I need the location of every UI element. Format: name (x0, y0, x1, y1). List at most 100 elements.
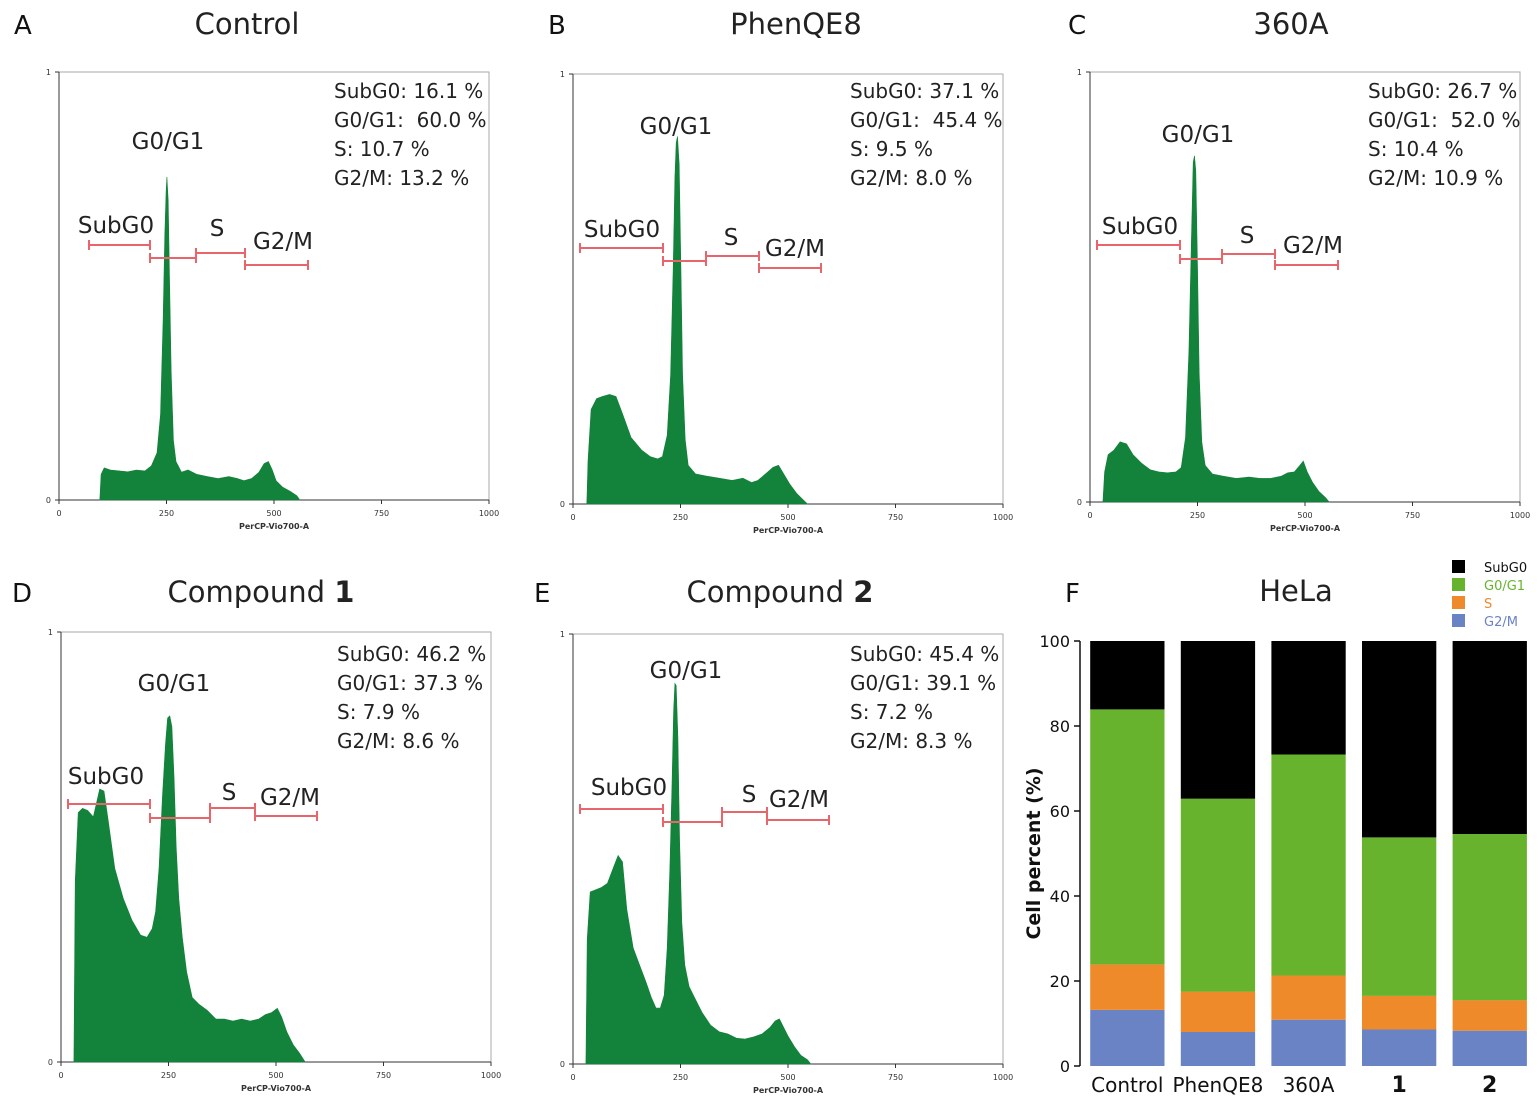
x-tick-label: 250 (161, 1071, 176, 1080)
x-tick-label: 1000 (481, 1071, 501, 1080)
gate-label-subg0: SubG0 (584, 217, 660, 243)
bar-segment-subg0 (1362, 641, 1437, 838)
stat-line: G0/G1: 52.0 % (1368, 108, 1521, 132)
stat-line: SubG0: 26.7 % (1368, 79, 1517, 103)
x-tick-label: 0 (1087, 511, 1092, 520)
bar-segment-g0g1 (1180, 798, 1256, 992)
x-tick-label: 0 (570, 513, 575, 522)
x-tick-label: 1000 (993, 513, 1013, 522)
x-tick-label: 1000 (993, 1073, 1013, 1082)
stat-line: SubG0: 46.2 % (337, 642, 486, 666)
y-tick-label: 1 (48, 628, 53, 637)
panel-title: Compound 1 (168, 575, 355, 609)
flow-panel-b: B PhenQE8 1 00 250 500 750 1000 PerCP-Vio700-A G0… (548, 7, 1013, 535)
x-tick-label: 500 (1297, 511, 1312, 520)
y-tick-label: 1 (560, 70, 565, 79)
dna-content-histogram (586, 136, 809, 505)
plot-frame (572, 73, 1004, 505)
bar-category-label: Control (1091, 1073, 1163, 1097)
bar-segment-s (1090, 964, 1165, 1010)
y-tick-label: 0 (560, 1060, 565, 1069)
stat-line: G2/M: 10.9 % (1368, 166, 1503, 190)
x-axis-label: PerCP-Vio700-A (239, 522, 310, 531)
legend-swatch (1452, 578, 1465, 591)
gate-label-s: S (742, 782, 757, 808)
panel-letter: E (534, 579, 550, 609)
gate-label-s: S (1240, 223, 1255, 249)
bar-y-tick-label: 40 (1050, 887, 1070, 906)
flow-panel-e: E Compound 2 1 00 250 500 750 1000 PerCP-Vio700-… (534, 575, 1013, 1095)
bar-category-label: PhenQE8 (1172, 1073, 1263, 1097)
bar-y-tick-label: 0 (1060, 1057, 1070, 1076)
gate-label-g2m: G2/M (1283, 233, 1343, 259)
x-axis-label: PerCP-Vio700-A (241, 1084, 312, 1093)
panel-letter: C (1068, 11, 1086, 41)
bar-segment-g2m (1362, 1029, 1437, 1066)
gate-label-g0g1: G0/G1 (650, 658, 723, 684)
bar-segment-g0g1 (1362, 837, 1437, 996)
dna-content-histogram (585, 682, 812, 1065)
x-tick-label: 0 (58, 1071, 63, 1080)
panel-title: HeLa (1259, 574, 1333, 608)
stat-line: S: 7.2 % (850, 700, 933, 724)
gate-label-subg0: SubG0 (591, 775, 667, 801)
bar-segment-s (1180, 991, 1256, 1032)
bar-y-tick-label: 60 (1050, 802, 1070, 821)
dna-content-histogram (73, 715, 306, 1063)
panel-title-text: Control (195, 7, 300, 41)
gate-label-s: S (724, 225, 739, 251)
bar-segment-subg0 (1090, 641, 1165, 710)
bar-y-tick-label: 20 (1050, 972, 1070, 991)
bar-segment-g0g1 (1271, 754, 1346, 976)
panel-title-number: 1 (334, 575, 354, 609)
bar-y-axis-label: Cell percent (%) (1023, 767, 1045, 939)
gate-label-g0g1: G0/G1 (1162, 122, 1235, 148)
x-tick-label: 0 (56, 509, 61, 518)
legend-swatch (1452, 596, 1465, 609)
legend-swatch (1452, 614, 1465, 627)
panel-letter: D (12, 579, 32, 609)
y-tick-label: 1 (560, 630, 565, 639)
bar-category-label: 1 (1391, 1073, 1406, 1098)
gate-label-g2m: G2/M (769, 787, 829, 813)
panel-title: PhenQE8 (730, 7, 862, 41)
bar-category-label: 2 (1482, 1073, 1497, 1098)
stat-line: G0/G1: 39.1 % (850, 671, 996, 695)
legend-entry: G2/M (1484, 615, 1518, 630)
legend-entry: S (1484, 597, 1492, 612)
bar-segment-g0g1 (1090, 709, 1165, 965)
x-tick-label: 250 (1190, 511, 1205, 520)
stat-line: S: 7.9 % (337, 700, 420, 724)
y-tick-label: 1 (46, 68, 51, 77)
x-tick-label: 750 (1405, 511, 1420, 520)
panel-title-text: 360A (1253, 7, 1328, 41)
x-tick-label: 750 (374, 509, 389, 518)
gate-label-g0g1: G0/G1 (138, 671, 211, 697)
x-tick-label: 500 (780, 513, 795, 522)
gate-label-g2m: G2/M (260, 785, 320, 811)
flow-panel-a: A Control 1 00 250 500 750 1000 PerCP-Vio700-A G0… (14, 7, 499, 531)
stat-line: G0/G1: 45.4 % (850, 108, 1003, 132)
stat-line: S: 10.4 % (1368, 137, 1464, 161)
bar-category-label: 360A (1283, 1073, 1335, 1097)
bar-segment-s (1271, 975, 1346, 1020)
panel-title-number: 2 (853, 575, 873, 609)
x-tick-label: 1000 (1510, 511, 1530, 520)
x-axis-label: PerCP-Vio700-A (753, 1086, 824, 1095)
x-tick-label: 1000 (479, 509, 499, 518)
gate-label-g0g1: G0/G1 (640, 114, 713, 140)
gate-label-s: S (222, 780, 237, 806)
bar-segment-subg0 (1180, 641, 1256, 799)
panel-letter: F (1065, 579, 1080, 609)
x-tick-label: 750 (888, 513, 903, 522)
flow-panel-c: C 360A 1 00 250 500 750 1000 PerCP-Vio700-A G0/G1… (1068, 7, 1530, 533)
legend-entry: SubG0 (1484, 561, 1527, 576)
panel-letter: A (14, 11, 32, 41)
x-tick-label: 250 (673, 513, 688, 522)
x-tick-label: 500 (266, 509, 281, 518)
x-tick-label: 250 (159, 509, 174, 518)
bar-segment-subg0 (1271, 641, 1346, 755)
gate-label-g0g1: G0/G1 (132, 129, 205, 155)
